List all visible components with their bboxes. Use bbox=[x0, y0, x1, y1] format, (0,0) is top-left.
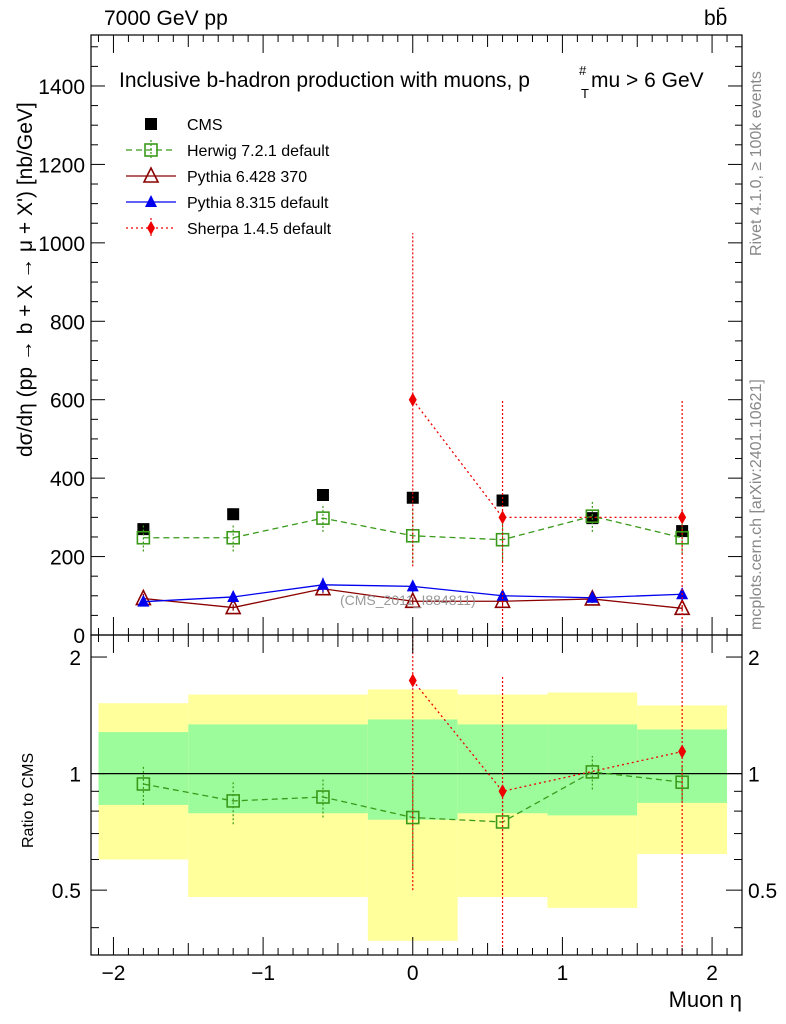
main-cms-point-0 bbox=[137, 523, 150, 536]
main-sherpa-point-1 bbox=[498, 510, 507, 525]
main-sherpa-point-0 bbox=[408, 392, 417, 407]
main-herwig-line bbox=[143, 515, 683, 541]
process-label: bb̄ bbox=[704, 7, 728, 30]
main-ytick-label: 1000 bbox=[38, 233, 85, 256]
main-cms-point-2 bbox=[316, 489, 329, 501]
main-ytick-label: 400 bbox=[50, 468, 85, 491]
ratio-herwig-point-5 bbox=[585, 765, 600, 779]
main-ytick-label: 200 bbox=[50, 547, 85, 570]
main-plot bbox=[135, 233, 691, 635]
main-herwig-point-1 bbox=[226, 530, 240, 545]
xtick-label: −2 bbox=[101, 962, 125, 985]
ratio-ytick-label: 2 bbox=[69, 647, 81, 670]
main-cms-point-1 bbox=[227, 508, 240, 521]
legend: CMS Herwig 7.2.1 default Pythia 6.428 370 P… bbox=[126, 117, 332, 238]
legend-marker-pythia8 bbox=[145, 195, 157, 207]
main-pythia8-point-2 bbox=[316, 577, 329, 590]
band-inner-1 bbox=[188, 724, 368, 814]
ratio-ytick-label: 0.5 bbox=[52, 880, 81, 903]
watermark: (CMS_2011_I884811) bbox=[340, 592, 476, 608]
main-pythia6-point-3 bbox=[404, 591, 422, 609]
ratio-herwig-point-0 bbox=[136, 777, 151, 791]
chart-title-superscript: # bbox=[579, 63, 587, 78]
legend-label-sherpa: Sherpa 1.4.5 default bbox=[187, 221, 332, 238]
ratio-herwig-point-1 bbox=[226, 794, 240, 808]
main-cms-point-4 bbox=[496, 494, 509, 507]
main-herwig-point-6 bbox=[675, 530, 689, 545]
legend-marker-pythia6 bbox=[142, 166, 160, 183]
ratio-sherpa-point-2 bbox=[678, 744, 687, 759]
chart-title-subscript: T bbox=[581, 86, 589, 101]
ratio-ytick-label-right: 2 bbox=[748, 647, 760, 670]
ratio-sherpa-line bbox=[412, 680, 683, 793]
legend-marker-cms bbox=[145, 118, 157, 130]
xtick-label: 1 bbox=[557, 962, 569, 985]
axes: 0 200 400 600 800 1000 1200 1400 −2 −1 0 1 2 0.5 0.5 1 1… bbox=[38, 34, 777, 985]
ratio-ytick-label-right: 0.5 bbox=[748, 880, 777, 903]
x-axis-label: Muon η bbox=[669, 987, 742, 1012]
main-pythia8-point-3 bbox=[406, 579, 419, 592]
ratio-herwig-point-2 bbox=[316, 790, 330, 804]
main-ytick-label: 800 bbox=[50, 311, 85, 334]
xtick-label: 2 bbox=[706, 962, 718, 985]
legend-label-cms: CMS bbox=[187, 117, 223, 134]
ratio-herwig-point-3 bbox=[405, 810, 420, 825]
main-sherpa-line bbox=[412, 399, 683, 519]
legend-marker-sherpa bbox=[147, 221, 155, 235]
main-herwig-point-0 bbox=[136, 530, 151, 545]
ratio-sherpa-point-1 bbox=[498, 784, 507, 799]
main-ytick-label: 1200 bbox=[38, 154, 85, 177]
legend-label-pythia8: Pythia 8.315 default bbox=[187, 195, 329, 212]
energy-label: 7000 GeV pp bbox=[104, 7, 228, 30]
main-ytick-label: 0 bbox=[73, 625, 85, 648]
main-herwig-point-5 bbox=[585, 509, 600, 523]
ratio-ytick-label-right: 1 bbox=[748, 764, 760, 787]
ratio-plot bbox=[91, 635, 742, 955]
legend-label-pythia6: Pythia 6.428 370 bbox=[187, 169, 307, 186]
legend-marker-herwig bbox=[144, 143, 158, 157]
ratio-herwig-point-4 bbox=[495, 815, 510, 829]
main-pythia8-point-5 bbox=[586, 590, 599, 603]
ratio-sherpa-point-0 bbox=[408, 673, 417, 688]
main-ytick-label: 600 bbox=[50, 390, 85, 413]
main-pythia8-point-0 bbox=[137, 594, 150, 607]
legend-label-herwig: Herwig 7.2.1 default bbox=[187, 143, 330, 160]
band-inner-4 bbox=[547, 724, 638, 816]
main-sherpa-point-2 bbox=[678, 510, 687, 525]
ratio-ytick-label: 1 bbox=[69, 764, 81, 787]
xtick-label: −1 bbox=[251, 962, 275, 985]
xtick-label: 0 bbox=[407, 962, 419, 985]
chart-title-tail: mu > 6 GeV bbox=[591, 69, 704, 92]
main-pythia6-point-1 bbox=[224, 597, 242, 615]
ratio-frame bbox=[90, 634, 743, 956]
chart-title-main: Inclusive b-hadron production with muons… bbox=[119, 69, 530, 92]
main-ytick-label: 1400 bbox=[38, 76, 85, 99]
main-pythia8-point-1 bbox=[227, 589, 240, 602]
main-herwig-point-2 bbox=[316, 511, 330, 525]
ratio-herwig-point-6 bbox=[675, 775, 689, 790]
